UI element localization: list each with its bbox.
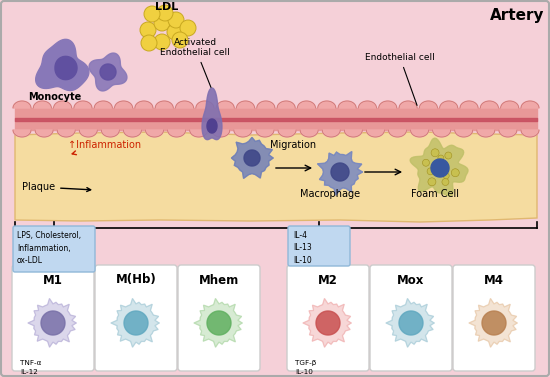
- Polygon shape: [303, 299, 351, 347]
- Polygon shape: [79, 130, 97, 137]
- Polygon shape: [54, 101, 72, 108]
- Polygon shape: [420, 101, 437, 108]
- Polygon shape: [521, 101, 539, 108]
- Polygon shape: [216, 101, 234, 108]
- Polygon shape: [41, 311, 65, 335]
- Circle shape: [157, 5, 173, 21]
- Text: IL-4
IL-13
IL-10: IL-4 IL-13 IL-10: [293, 231, 312, 265]
- Polygon shape: [55, 57, 77, 80]
- FancyBboxPatch shape: [453, 265, 535, 371]
- Circle shape: [422, 159, 430, 166]
- Polygon shape: [111, 299, 159, 347]
- Polygon shape: [207, 119, 217, 133]
- FancyBboxPatch shape: [13, 226, 95, 272]
- Polygon shape: [278, 130, 296, 137]
- Polygon shape: [331, 163, 349, 181]
- Text: Migration: Migration: [270, 140, 316, 150]
- Polygon shape: [277, 101, 295, 108]
- Polygon shape: [28, 299, 76, 347]
- Polygon shape: [410, 138, 468, 196]
- Circle shape: [442, 178, 449, 185]
- Text: Endothelial cell: Endothelial cell: [365, 53, 435, 106]
- Polygon shape: [57, 130, 75, 137]
- Polygon shape: [196, 101, 214, 108]
- FancyBboxPatch shape: [287, 265, 369, 371]
- Circle shape: [180, 20, 196, 36]
- FancyBboxPatch shape: [370, 265, 452, 371]
- Polygon shape: [344, 130, 362, 137]
- Polygon shape: [480, 101, 498, 108]
- Polygon shape: [388, 130, 406, 137]
- Polygon shape: [322, 130, 340, 137]
- Polygon shape: [74, 101, 92, 108]
- Polygon shape: [399, 311, 423, 335]
- Polygon shape: [257, 101, 275, 108]
- Polygon shape: [94, 101, 112, 108]
- Circle shape: [168, 12, 184, 28]
- Polygon shape: [36, 39, 89, 90]
- Polygon shape: [236, 101, 255, 108]
- Polygon shape: [190, 130, 208, 137]
- Circle shape: [452, 169, 459, 177]
- Polygon shape: [500, 101, 519, 108]
- Polygon shape: [234, 130, 252, 137]
- Polygon shape: [477, 130, 495, 137]
- Polygon shape: [455, 130, 473, 137]
- Polygon shape: [123, 130, 141, 137]
- Polygon shape: [399, 101, 417, 108]
- Polygon shape: [15, 132, 537, 222]
- Polygon shape: [482, 311, 506, 335]
- Circle shape: [427, 168, 434, 175]
- Polygon shape: [359, 101, 376, 108]
- Polygon shape: [300, 130, 318, 137]
- Polygon shape: [379, 101, 397, 108]
- Polygon shape: [316, 311, 340, 335]
- Text: Artery: Artery: [490, 8, 544, 23]
- Text: Foam Cell: Foam Cell: [411, 189, 459, 199]
- Polygon shape: [202, 88, 222, 139]
- Polygon shape: [35, 130, 53, 137]
- Text: M(Hb): M(Hb): [116, 273, 156, 287]
- Polygon shape: [433, 130, 450, 137]
- Polygon shape: [207, 311, 231, 335]
- Polygon shape: [521, 130, 539, 137]
- Polygon shape: [298, 101, 316, 108]
- Text: Mhem: Mhem: [199, 273, 239, 287]
- Polygon shape: [175, 101, 194, 108]
- Polygon shape: [135, 101, 153, 108]
- Polygon shape: [114, 101, 133, 108]
- Polygon shape: [460, 101, 478, 108]
- Text: Monocyte: Monocyte: [29, 92, 81, 102]
- FancyBboxPatch shape: [288, 226, 350, 266]
- Polygon shape: [232, 137, 273, 178]
- Text: LPS, Cholesterol,
Inflammation,
ox-LDL: LPS, Cholesterol, Inflammation, ox-LDL: [17, 231, 81, 265]
- Circle shape: [141, 35, 157, 51]
- Polygon shape: [124, 311, 148, 335]
- Text: M2: M2: [318, 273, 338, 287]
- Polygon shape: [318, 101, 336, 108]
- Text: Plaque: Plaque: [22, 182, 91, 192]
- Text: Macrophage: Macrophage: [300, 189, 360, 199]
- Polygon shape: [194, 299, 242, 347]
- FancyBboxPatch shape: [95, 265, 177, 371]
- Polygon shape: [256, 130, 274, 137]
- Circle shape: [140, 22, 156, 38]
- Text: Mox: Mox: [397, 273, 425, 287]
- Circle shape: [167, 24, 183, 40]
- Circle shape: [438, 155, 444, 161]
- Polygon shape: [168, 130, 185, 137]
- Polygon shape: [439, 101, 458, 108]
- Polygon shape: [34, 101, 51, 108]
- Polygon shape: [13, 130, 31, 137]
- Polygon shape: [317, 152, 362, 195]
- Circle shape: [154, 15, 170, 31]
- Polygon shape: [431, 159, 449, 177]
- Text: M1: M1: [43, 273, 63, 287]
- Polygon shape: [410, 130, 428, 137]
- Polygon shape: [499, 130, 517, 137]
- Text: LDL: LDL: [155, 2, 179, 12]
- Polygon shape: [13, 101, 31, 108]
- Polygon shape: [386, 299, 434, 347]
- Polygon shape: [366, 130, 384, 137]
